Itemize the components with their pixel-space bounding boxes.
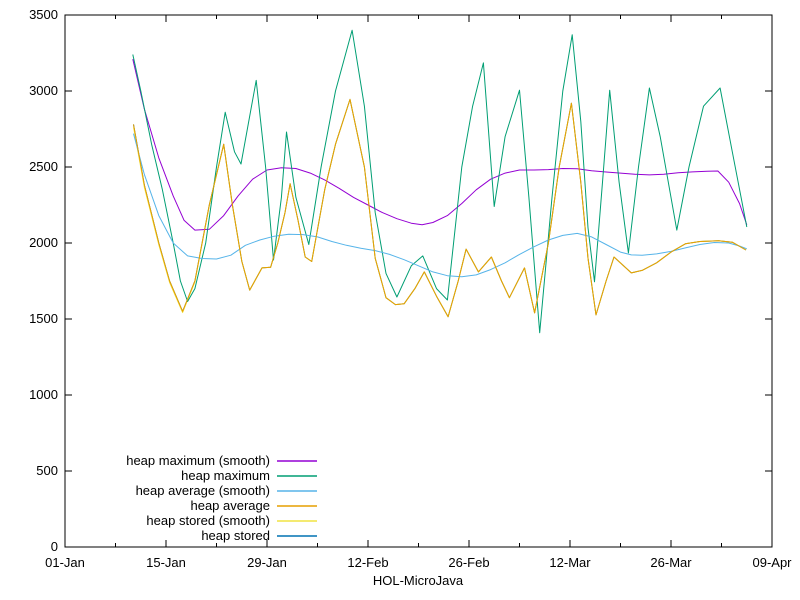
- x-tick-label: 26-Feb: [448, 555, 489, 570]
- series-line-heap-maximum-smooth: [132, 58, 748, 231]
- legend-label-heap-maximum: heap maximum: [181, 468, 270, 483]
- plot-area: 01-Jan 15-Jan 29-Jan 12-Feb 26-Feb 12-Mar 26-M…: [29, 7, 792, 570]
- y-tick-label: 3000: [29, 83, 58, 98]
- series-line-heap-average-smooth: [133, 133, 747, 278]
- legend-label-heap-stored: heap stored: [201, 528, 270, 543]
- x-tick-label: 15-Jan: [146, 555, 186, 570]
- y-tick-label: 3500: [29, 7, 58, 22]
- legend-label-heap-maximum-smooth: heap maximum (smooth): [126, 453, 270, 468]
- series-line-heap-stored: [133, 98, 747, 318]
- x-axis-title: HOL-MicroJava: [373, 573, 464, 588]
- x-tick-label: 09-Apr: [752, 555, 792, 570]
- y-tick-label: 1500: [29, 311, 58, 326]
- x-tick-label: 12-Mar: [549, 555, 591, 570]
- x-tick-label: 29-Jan: [247, 555, 287, 570]
- legend-label-heap-stored-smooth: heap stored (smooth): [146, 513, 270, 528]
- y-tick-label: 1000: [29, 387, 58, 402]
- series-line-heap-average: [133, 98, 747, 318]
- series-line-heap-maximum: [132, 29, 748, 334]
- x-tick-label: 12-Feb: [347, 555, 388, 570]
- y-tick-label: 2000: [29, 235, 58, 250]
- x-tick-label: 01-Jan: [45, 555, 85, 570]
- y-tick-label: 500: [36, 463, 58, 478]
- y-tick-label: 2500: [29, 159, 58, 174]
- series-line-heap-stored-smooth: [133, 98, 747, 318]
- legend-label-heap-average-smooth: heap average (smooth): [136, 483, 270, 498]
- legend-label-heap-average: heap average: [190, 498, 270, 513]
- x-tick-label: 26-Mar: [650, 555, 692, 570]
- y-tick-label: 0: [51, 539, 58, 554]
